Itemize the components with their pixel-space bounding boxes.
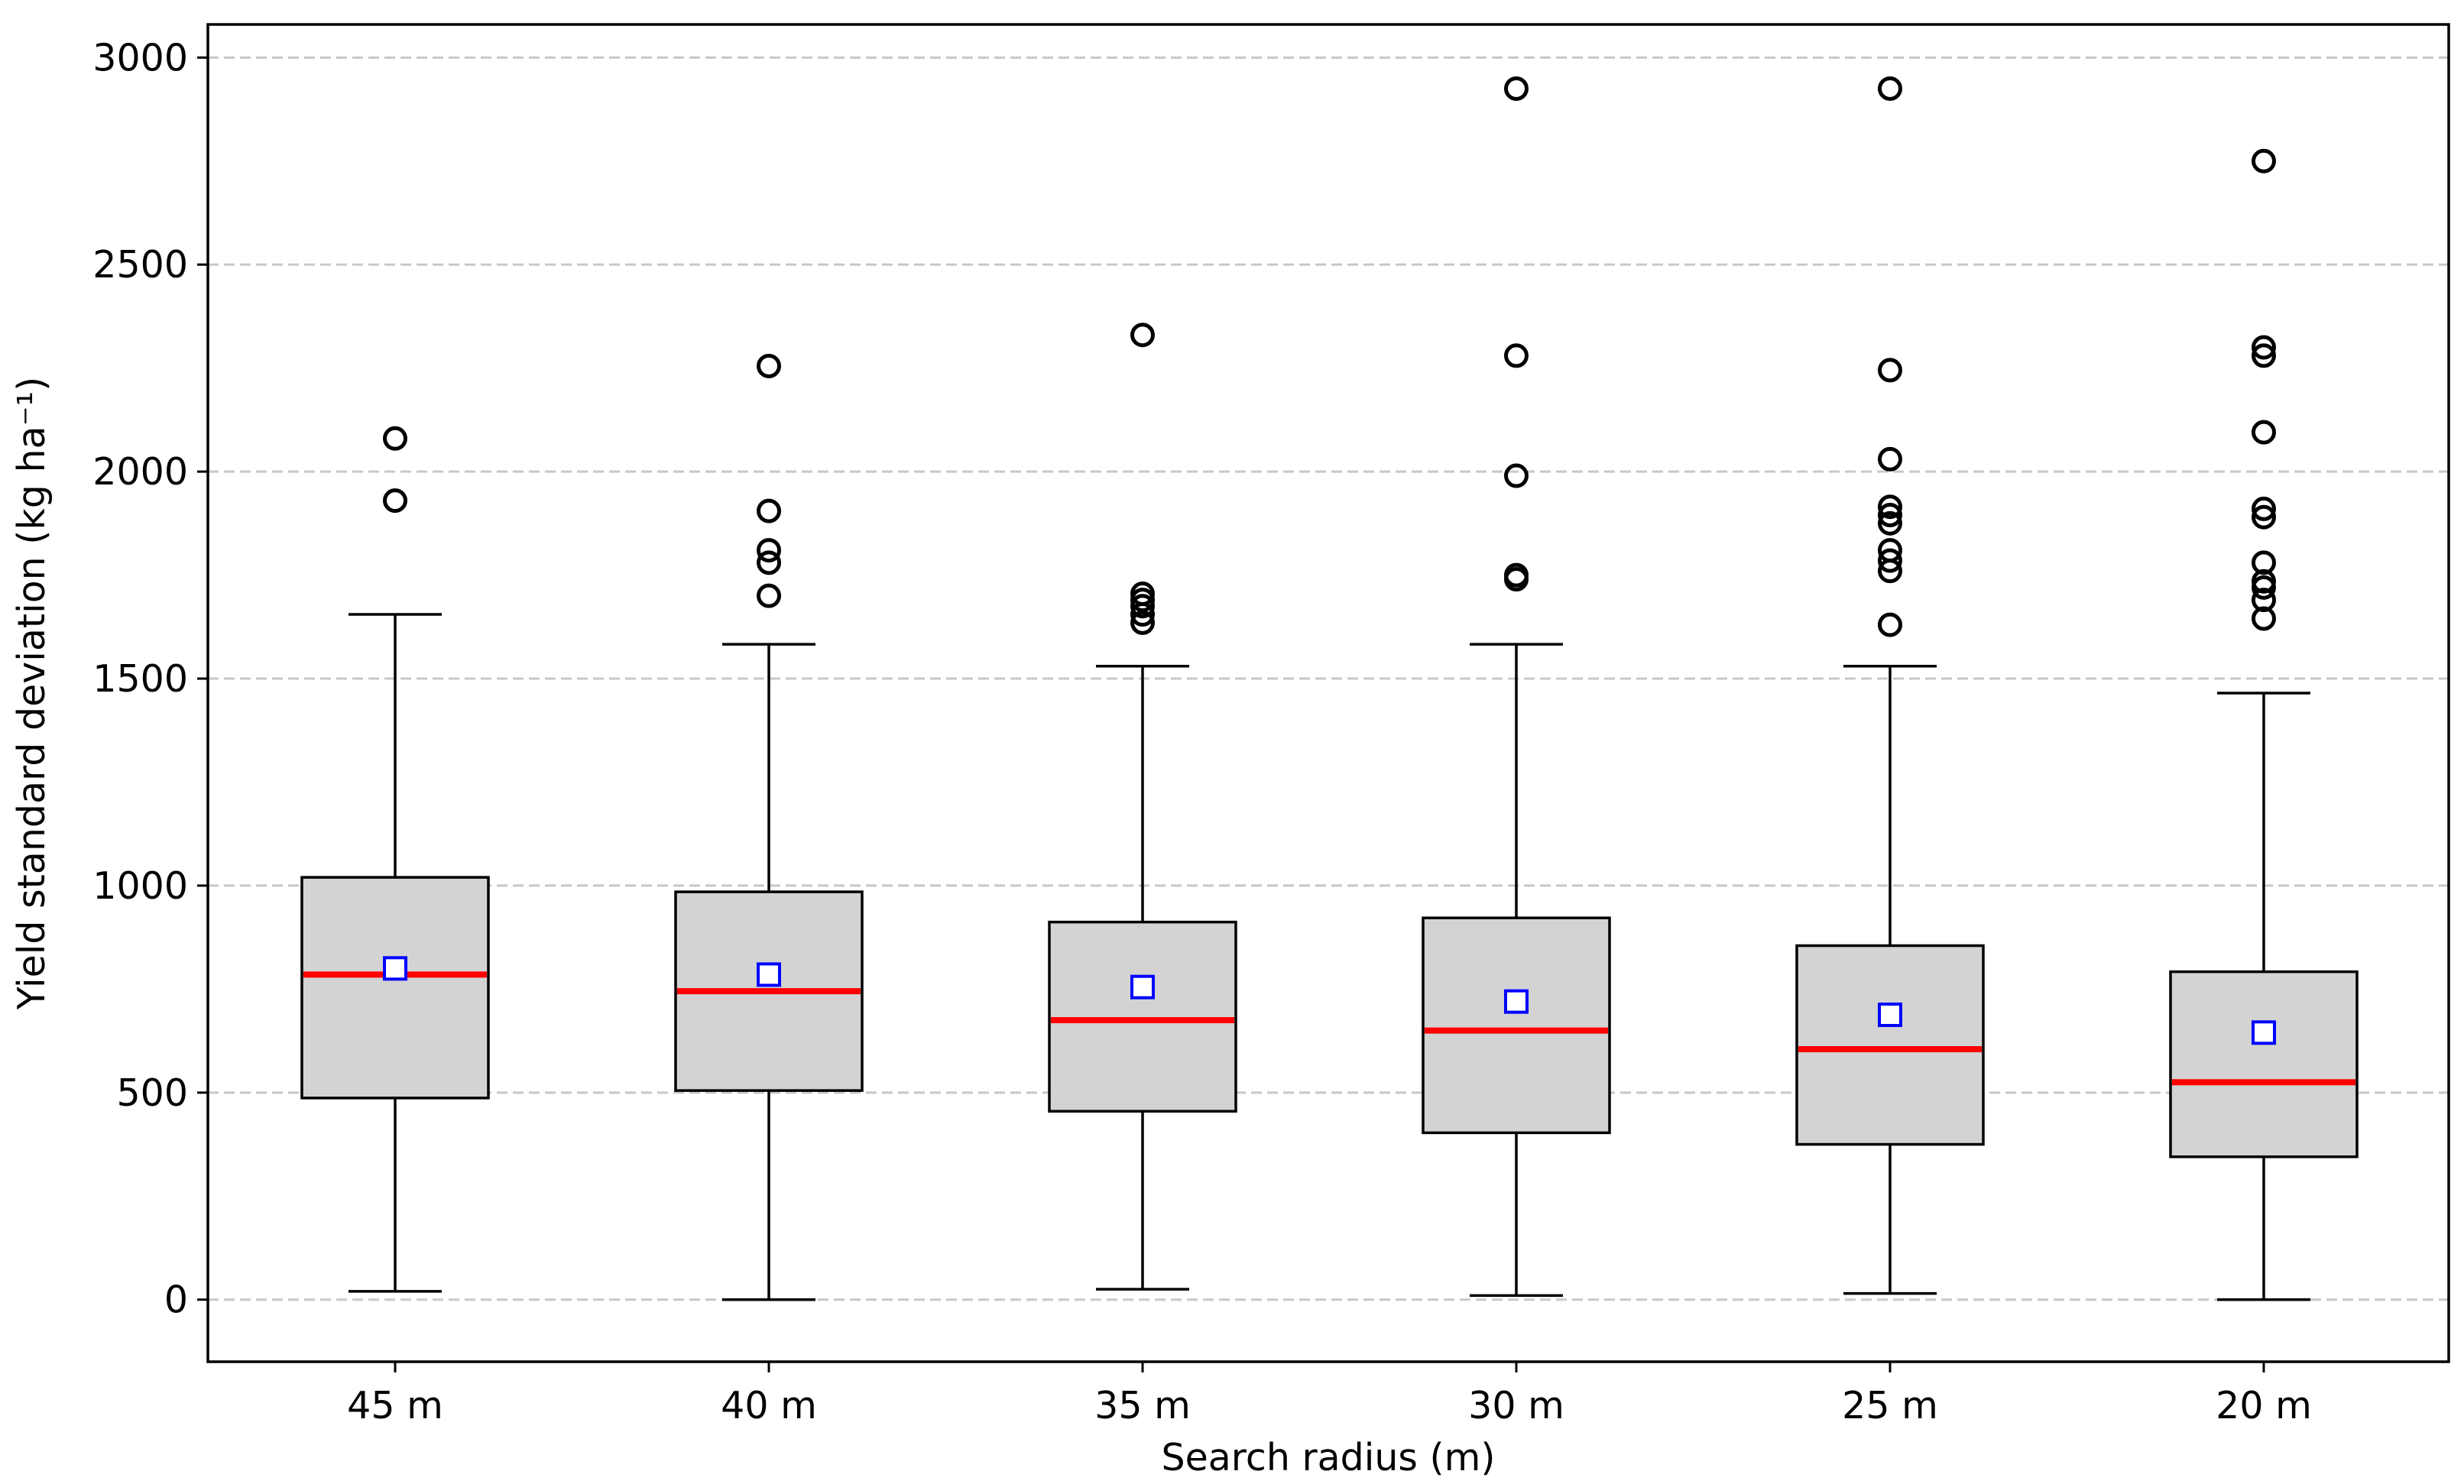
mean-marker [1878, 1002, 1902, 1027]
outlier-point [2252, 504, 2276, 530]
x-tick-label: 35 m [1094, 1384, 1191, 1427]
mean-marker [757, 962, 781, 987]
outlier-point [1504, 76, 1529, 101]
outlier-point [383, 488, 407, 514]
x-tick-label: 20 m [2216, 1384, 2312, 1427]
x-axis-ticks: 45 m 40 m 35 m 30 m 25 m 20 m [347, 1362, 2312, 1427]
outlier-point [1878, 76, 1902, 101]
outlier-point [1130, 610, 1155, 635]
y-tick-label: 1500 [92, 657, 188, 701]
y-tick-label: 500 [116, 1071, 188, 1115]
outlier-point [1504, 463, 1529, 488]
box-iqr [1422, 916, 1611, 1135]
mean-marker [383, 956, 407, 981]
outlier-point [1504, 343, 1529, 368]
y-tick-label: 2000 [92, 450, 188, 494]
box-group [1422, 76, 1611, 1298]
outlier-point [757, 353, 781, 378]
box-iqr [1048, 920, 1237, 1113]
mean-marker [1504, 989, 1529, 1014]
outlier-point [1878, 510, 1902, 536]
grid-lines [208, 56, 2449, 1301]
outlier-point [1130, 322, 1155, 348]
outlier-point [757, 498, 781, 523]
x-tick-label: 40 m [721, 1384, 817, 1427]
outlier-point [1878, 612, 1902, 637]
outlier-point [2252, 335, 2276, 360]
outlier-point [1878, 446, 1902, 471]
boxes [300, 76, 2359, 1301]
outlier-point [1878, 548, 1902, 573]
outlier-point [1878, 538, 1902, 563]
mean-marker [1130, 974, 1155, 1000]
outlier-point [2252, 420, 2276, 445]
outlier-point [757, 583, 781, 608]
y-tick-label: 3000 [92, 36, 188, 79]
box-group [674, 353, 864, 1301]
box-group [1048, 322, 1237, 1291]
outlier-point [757, 550, 781, 575]
outlier-point [1878, 358, 1902, 383]
outlier-point [1878, 494, 1902, 520]
outlier-point [1878, 503, 1902, 528]
box-group [2169, 148, 2359, 1301]
mean-marker [2252, 1020, 2276, 1045]
outlier-point [2252, 496, 2276, 521]
outlier-point [2252, 343, 2276, 368]
box-iqr [1795, 944, 1985, 1146]
outlier-point [2252, 588, 2276, 613]
y-tick-label: 0 [164, 1278, 188, 1322]
y-axis-ticks: 0 500 1000 1500 2000 2500 3000 [92, 36, 208, 1322]
plot-frame [206, 23, 2450, 1363]
outlier-point [2252, 148, 2276, 173]
outlier-point [2252, 606, 2276, 631]
outlier-point [1130, 581, 1155, 606]
y-axis-label: Yield standard deviation (kg ha⁻¹) [10, 377, 53, 1010]
box-iqr [300, 876, 490, 1100]
y-tick-label: 1000 [92, 864, 188, 908]
box-iqr [2169, 970, 2359, 1158]
outlier-point [383, 426, 407, 451]
x-tick-label: 30 m [1468, 1384, 1564, 1427]
box-group [300, 426, 490, 1293]
outlier-point [2252, 550, 2276, 575]
outlier-point [757, 538, 781, 563]
box-group [1795, 76, 1985, 1295]
y-tick-label: 2500 [92, 243, 188, 287]
outlier-point [2252, 569, 2276, 594]
x-axis-label: Search radius (m) [1162, 1436, 1496, 1479]
x-tick-label: 25 m [1842, 1384, 1938, 1427]
outlier-point [1504, 562, 1529, 588]
x-tick-label: 45 m [347, 1384, 443, 1427]
